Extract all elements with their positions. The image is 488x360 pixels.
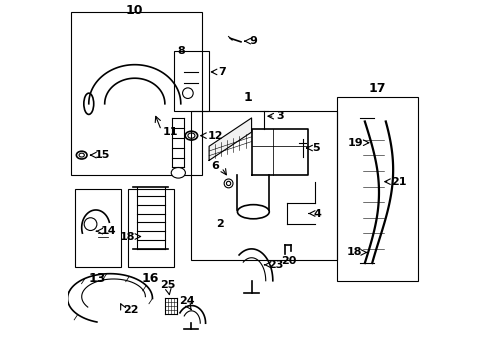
Text: 8: 8	[177, 46, 184, 56]
Text: 13: 13	[89, 272, 106, 285]
Text: 18: 18	[346, 247, 361, 257]
Text: 4: 4	[313, 208, 321, 219]
Text: 25: 25	[159, 280, 175, 289]
Text: 2: 2	[215, 219, 223, 229]
Text: 9: 9	[249, 36, 257, 46]
Bar	[191, 111, 336, 260]
Text: 7: 7	[218, 67, 225, 77]
Text: 21: 21	[390, 177, 406, 186]
Bar	[71, 12, 202, 175]
Text: 1: 1	[243, 91, 252, 104]
Text: 20: 20	[281, 256, 296, 266]
Text: 15: 15	[95, 150, 110, 160]
Text: 16: 16	[142, 272, 159, 285]
Ellipse shape	[171, 167, 185, 178]
Text: 5: 5	[311, 143, 319, 153]
Text: 24: 24	[179, 296, 195, 306]
Text: 18: 18	[119, 231, 135, 242]
Bar	[173, 51, 209, 111]
Bar	[127, 189, 173, 267]
Ellipse shape	[83, 93, 94, 114]
Text: 6: 6	[210, 161, 218, 171]
Bar	[336, 97, 417, 281]
Text: 3: 3	[276, 111, 284, 121]
Text: 17: 17	[368, 82, 385, 95]
Text: 10: 10	[126, 4, 143, 17]
Polygon shape	[209, 118, 251, 161]
Text: 23: 23	[268, 260, 284, 270]
Text: 22: 22	[123, 305, 139, 315]
Text: 11: 11	[162, 127, 178, 137]
Text: 12: 12	[207, 131, 223, 141]
Text: 19: 19	[347, 138, 362, 148]
Ellipse shape	[237, 204, 269, 219]
Bar	[75, 189, 121, 267]
Text: 14: 14	[100, 226, 116, 236]
